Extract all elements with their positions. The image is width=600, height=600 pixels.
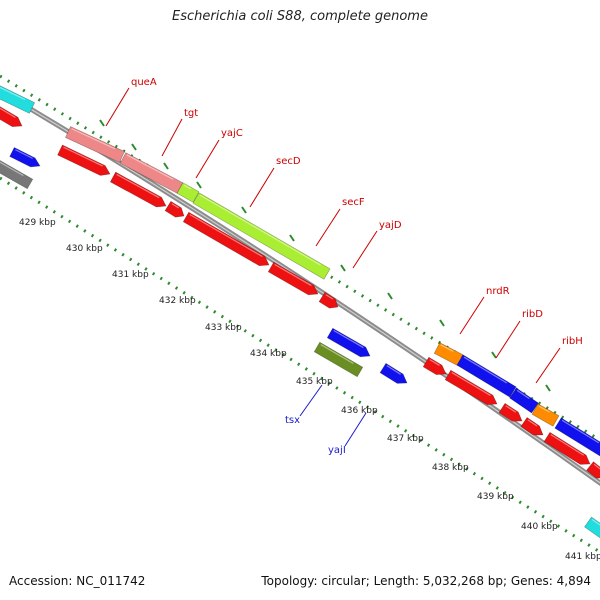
scale-tick-label: 433 kbp xyxy=(205,323,242,333)
gene-label: tsx xyxy=(285,415,300,426)
gene-label: yajI xyxy=(328,445,346,456)
cds-feature-red xyxy=(498,402,523,422)
scale-tick-label: 435 kbp xyxy=(296,377,333,387)
gene-leader-line xyxy=(459,296,485,335)
cds-feature-orange xyxy=(531,403,560,427)
cds-feature-pink xyxy=(65,126,125,163)
outer-ruler-tick xyxy=(545,384,551,392)
cds-feature-blue xyxy=(379,362,408,384)
scale-labels: 429 kbp 430 kbp 431 kbp 432 kbp 433 kbp 434 k… xyxy=(19,218,600,562)
cds-feature-red xyxy=(164,200,185,218)
topology-text: Topology: circular; Length: 5,032,268 bp… xyxy=(261,574,591,588)
cds-feature-red xyxy=(0,104,23,127)
scale-tick-label: 431 kbp xyxy=(112,270,149,280)
cds-feature-red xyxy=(422,356,447,375)
cds-feature-red xyxy=(543,431,591,465)
outer-ruler-tick xyxy=(387,292,393,300)
gene-leader-line xyxy=(105,87,130,127)
gene-label: nrdR xyxy=(486,286,510,297)
gene-leader-line xyxy=(195,139,220,179)
label-leaders xyxy=(105,87,561,447)
gene-label: ribD xyxy=(522,309,543,320)
outer-ruler-tick xyxy=(340,264,346,272)
outer-ruler-tick xyxy=(99,119,105,127)
gene-label: secD xyxy=(276,156,301,167)
cds-feature-lime xyxy=(192,192,331,280)
scale-tick-label: 439 kbp xyxy=(477,492,514,502)
cds-feature-blue xyxy=(9,147,41,168)
cds-feature-red xyxy=(444,369,498,405)
scale-tick-label: 430 kbp xyxy=(66,244,103,254)
accession-text: Accession: NC_011742 xyxy=(9,574,146,588)
cds-feature-red xyxy=(520,417,544,436)
gene-label: ribH xyxy=(562,336,583,347)
features xyxy=(0,84,600,540)
gene-label: tgt xyxy=(184,108,198,119)
scale-tick-label: 429 kbp xyxy=(19,218,56,228)
gene-leader-line xyxy=(344,412,367,447)
outer-ruler-tick xyxy=(241,206,247,214)
outer-ruler-tick xyxy=(163,162,169,170)
gene-leader-line xyxy=(495,320,521,359)
gene-leader-line xyxy=(315,208,341,247)
scale-tick-label: 436 kbp xyxy=(341,406,378,416)
gene-labels: queA tgt yajC secD secF yajD nrdR ribD ribH tsx ya… xyxy=(131,77,583,456)
cds-feature-gray xyxy=(0,158,34,190)
gene-label: yajC xyxy=(221,128,243,139)
outer-ruler-tick xyxy=(131,143,137,151)
scale-tick-label: 434 kbp xyxy=(250,349,287,359)
gene-label: secF xyxy=(342,197,365,208)
cds-feature-red xyxy=(318,291,339,309)
cds-feature-red xyxy=(57,144,111,176)
cds-feature-blue xyxy=(554,417,600,458)
cds-feature-cyan xyxy=(0,84,36,114)
scale-tick-label: 438 kbp xyxy=(432,463,469,473)
cds-feature-red xyxy=(182,211,270,267)
gene-leader-line xyxy=(299,384,323,417)
cds-feature-red xyxy=(109,171,167,208)
scale-tick-label: 440 kbp xyxy=(521,522,558,532)
map-title: Escherichia coli S88, complete genome xyxy=(172,9,428,24)
outer-ruler-tick xyxy=(491,351,497,359)
gene-label: yajD xyxy=(379,220,402,231)
cds-feature-olive xyxy=(313,341,364,378)
outer-ruler-tick xyxy=(196,181,202,189)
gene-leader-line xyxy=(249,167,275,208)
cds-feature-blue xyxy=(509,387,539,414)
ruler-dots xyxy=(0,74,600,554)
gene-leader-line xyxy=(535,347,561,384)
cds-feature-cyan xyxy=(584,516,600,540)
gene-leader-line xyxy=(352,230,378,269)
cds-feature-red xyxy=(267,261,319,296)
cds-feature-blue xyxy=(326,327,371,358)
outer-ruler-tick xyxy=(289,234,295,242)
inner-ruler xyxy=(0,176,600,554)
cds-feature-blue xyxy=(456,354,517,398)
outer-ruler-tick xyxy=(439,319,445,327)
gene-label: queA xyxy=(131,77,157,88)
scale-tick-label: 432 kbp xyxy=(159,296,196,306)
gene-leader-line xyxy=(161,118,183,157)
scale-tick-label: 437 kbp xyxy=(387,434,424,444)
scale-tick-label: 441 kbp xyxy=(565,552,600,562)
cds-feature-lime xyxy=(176,182,200,203)
